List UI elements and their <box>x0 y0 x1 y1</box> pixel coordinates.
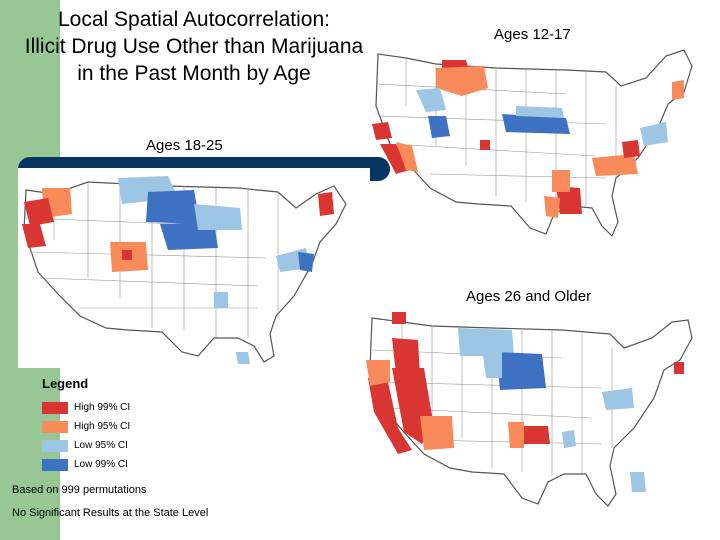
legend-item-high-99: High 99% CI <box>42 399 131 414</box>
cluster-low95 <box>236 352 250 364</box>
panel-label-ages-26-older: Ages 26 and Older <box>466 288 592 305</box>
cluster-low95 <box>630 472 646 492</box>
us-outline <box>375 49 693 238</box>
note-permutations: Based on 999 permutations <box>12 484 147 496</box>
cluster-high95 <box>544 196 560 218</box>
us-outline <box>369 317 693 507</box>
legend-item-low-95: Low 95% CI <box>42 437 128 452</box>
legend-swatch <box>42 401 68 414</box>
legend-label: Low 99% CI <box>74 459 128 471</box>
map-ages-18-25 <box>18 168 370 368</box>
cluster-regions <box>22 176 334 364</box>
cluster-high99 <box>556 186 582 214</box>
legend-label: High 99% CI <box>74 402 131 414</box>
cluster-low95 <box>562 430 576 448</box>
map-ages-12-17 <box>366 46 711 282</box>
legend-swatch <box>42 458 68 471</box>
state-borders <box>25 182 279 338</box>
legend-swatch <box>42 420 68 433</box>
title-line-2: Illicit Drug Use Other than Marijuana <box>24 35 364 58</box>
cluster-low99 <box>298 252 314 272</box>
cluster-high95 <box>436 66 488 96</box>
map-ages-26-older <box>362 308 710 530</box>
cluster-low95 <box>214 292 228 308</box>
cluster-low95 <box>416 88 446 112</box>
legend-item-low-99: Low 99% CI <box>42 456 128 471</box>
cluster-low95 <box>482 348 502 378</box>
cluster-high99 <box>122 250 132 260</box>
cluster-high99 <box>318 192 334 216</box>
title-line-1: Local Spatial Autocorrelation: <box>57 8 330 31</box>
cluster-high99 <box>380 144 410 174</box>
cluster-high99 <box>392 338 420 376</box>
cluster-high99 <box>674 362 684 374</box>
legend-label: High 95% CI <box>74 421 131 433</box>
cluster-high95 <box>592 154 638 176</box>
cluster-low95 <box>194 204 242 230</box>
cluster-low99 <box>428 116 450 138</box>
cluster-low99 <box>496 352 546 390</box>
cluster-low95 <box>640 122 668 146</box>
cluster-high99 <box>368 378 412 454</box>
note-state-level: No Significant Results at the State Leve… <box>12 507 209 519</box>
legend-swatch <box>42 439 68 452</box>
cluster-high95 <box>552 170 570 192</box>
cluster-regions <box>366 312 684 492</box>
title-line-3: in the Past Month by Age <box>77 62 311 85</box>
page-title: Local Spatial Autocorrelation: Illicit D… <box>8 6 380 87</box>
cluster-high95 <box>366 360 390 386</box>
legend-label: Low 95% CI <box>74 440 128 452</box>
cluster-high95 <box>508 422 524 448</box>
cluster-low99 <box>502 114 570 134</box>
cluster-high95 <box>420 416 454 450</box>
legend-item-high-95: High 95% CI <box>42 418 131 433</box>
cluster-high99 <box>520 426 550 444</box>
cluster-low95 <box>516 106 564 118</box>
cluster-high99 <box>392 312 406 324</box>
cluster-high99 <box>622 140 640 158</box>
cluster-low95 <box>602 388 634 410</box>
panel-label-ages-12-17: Ages 12-17 <box>494 26 571 43</box>
legend-title: Legend <box>42 376 89 391</box>
cluster-high95 <box>672 80 684 100</box>
cluster-regions <box>372 60 684 218</box>
cluster-high99 <box>24 198 54 226</box>
cluster-low99 <box>146 190 200 224</box>
cluster-high99 <box>22 224 46 248</box>
cluster-high95 <box>396 142 418 172</box>
cluster-high99 <box>480 140 490 150</box>
panel-label-ages-18-25: Ages 18-25 <box>146 137 223 154</box>
cluster-high99 <box>372 122 392 140</box>
